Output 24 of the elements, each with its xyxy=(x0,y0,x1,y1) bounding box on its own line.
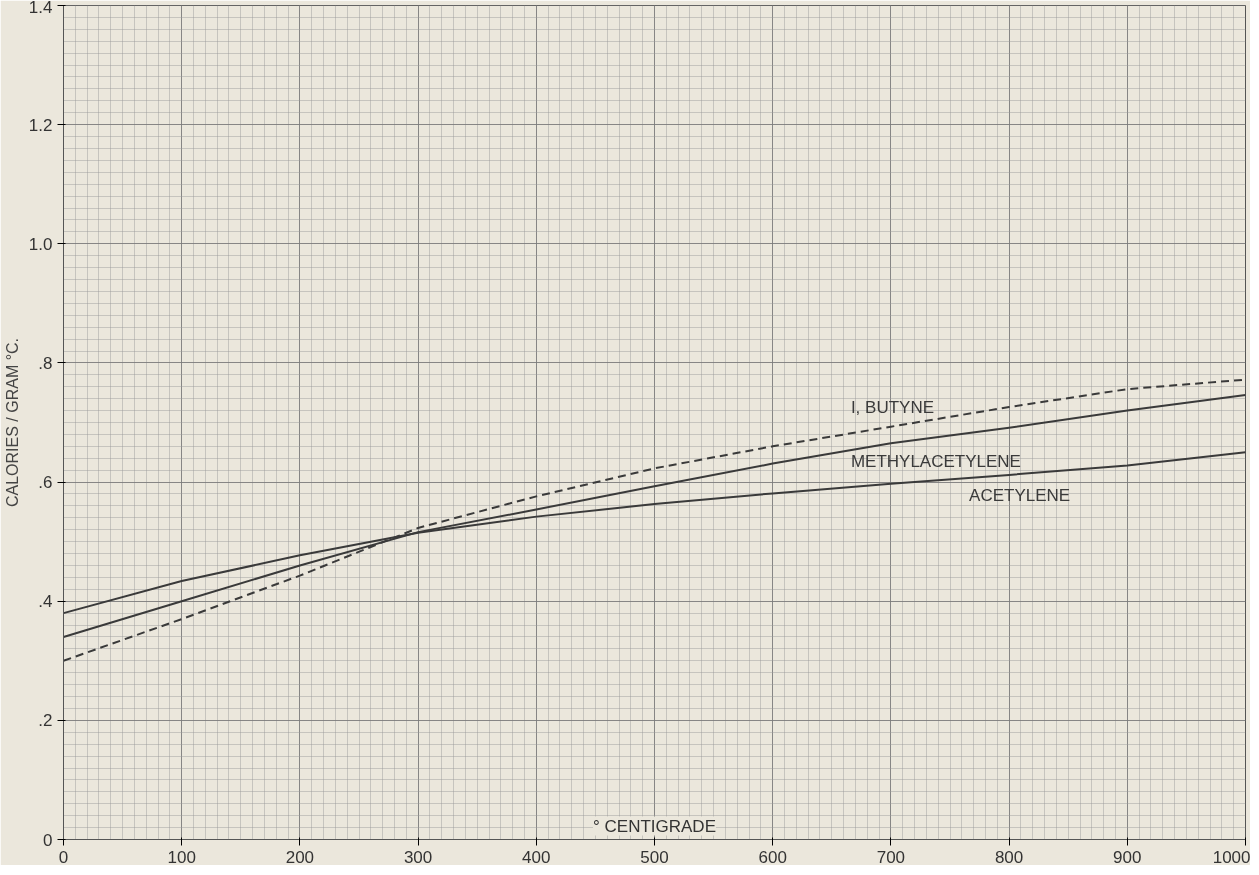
x-tick-label: 300 xyxy=(403,847,433,867)
y-tick-label: .6 xyxy=(38,473,53,493)
x-tick-label: 0 xyxy=(58,847,69,867)
y-tick-label: 1.0 xyxy=(28,234,53,254)
y-tick-label: 1.4 xyxy=(28,0,53,17)
series-label: I, BUTYNE xyxy=(850,397,935,417)
y-tick-label: .2 xyxy=(38,711,53,731)
x-tick-label: 400 xyxy=(522,847,551,867)
series-label: METHYLACETYLENE xyxy=(850,452,1021,472)
x-tick-label: 600 xyxy=(758,847,787,867)
y-axis-title: CALORIES / GRAM °C. xyxy=(3,337,21,508)
y-tick-label: .4 xyxy=(38,592,53,612)
x-tick-label: 900 xyxy=(1113,847,1142,867)
x-tick-label: 200 xyxy=(285,847,315,867)
x-tick-label: 100 xyxy=(167,847,196,867)
y-tick-label: .8 xyxy=(38,353,53,373)
x-axis-title: ° CENTIGRADE xyxy=(593,816,716,836)
x-tick-label: 700 xyxy=(876,847,906,867)
x-tick-label: 800 xyxy=(994,847,1024,867)
x-tick-label: 500 xyxy=(640,847,669,867)
y-tick-label: 0 xyxy=(43,830,53,850)
x-tick-label: 1000 xyxy=(1212,847,1251,867)
series-label: ACETYLENE xyxy=(969,485,1071,505)
y-tick-label: 1.2 xyxy=(28,115,53,135)
